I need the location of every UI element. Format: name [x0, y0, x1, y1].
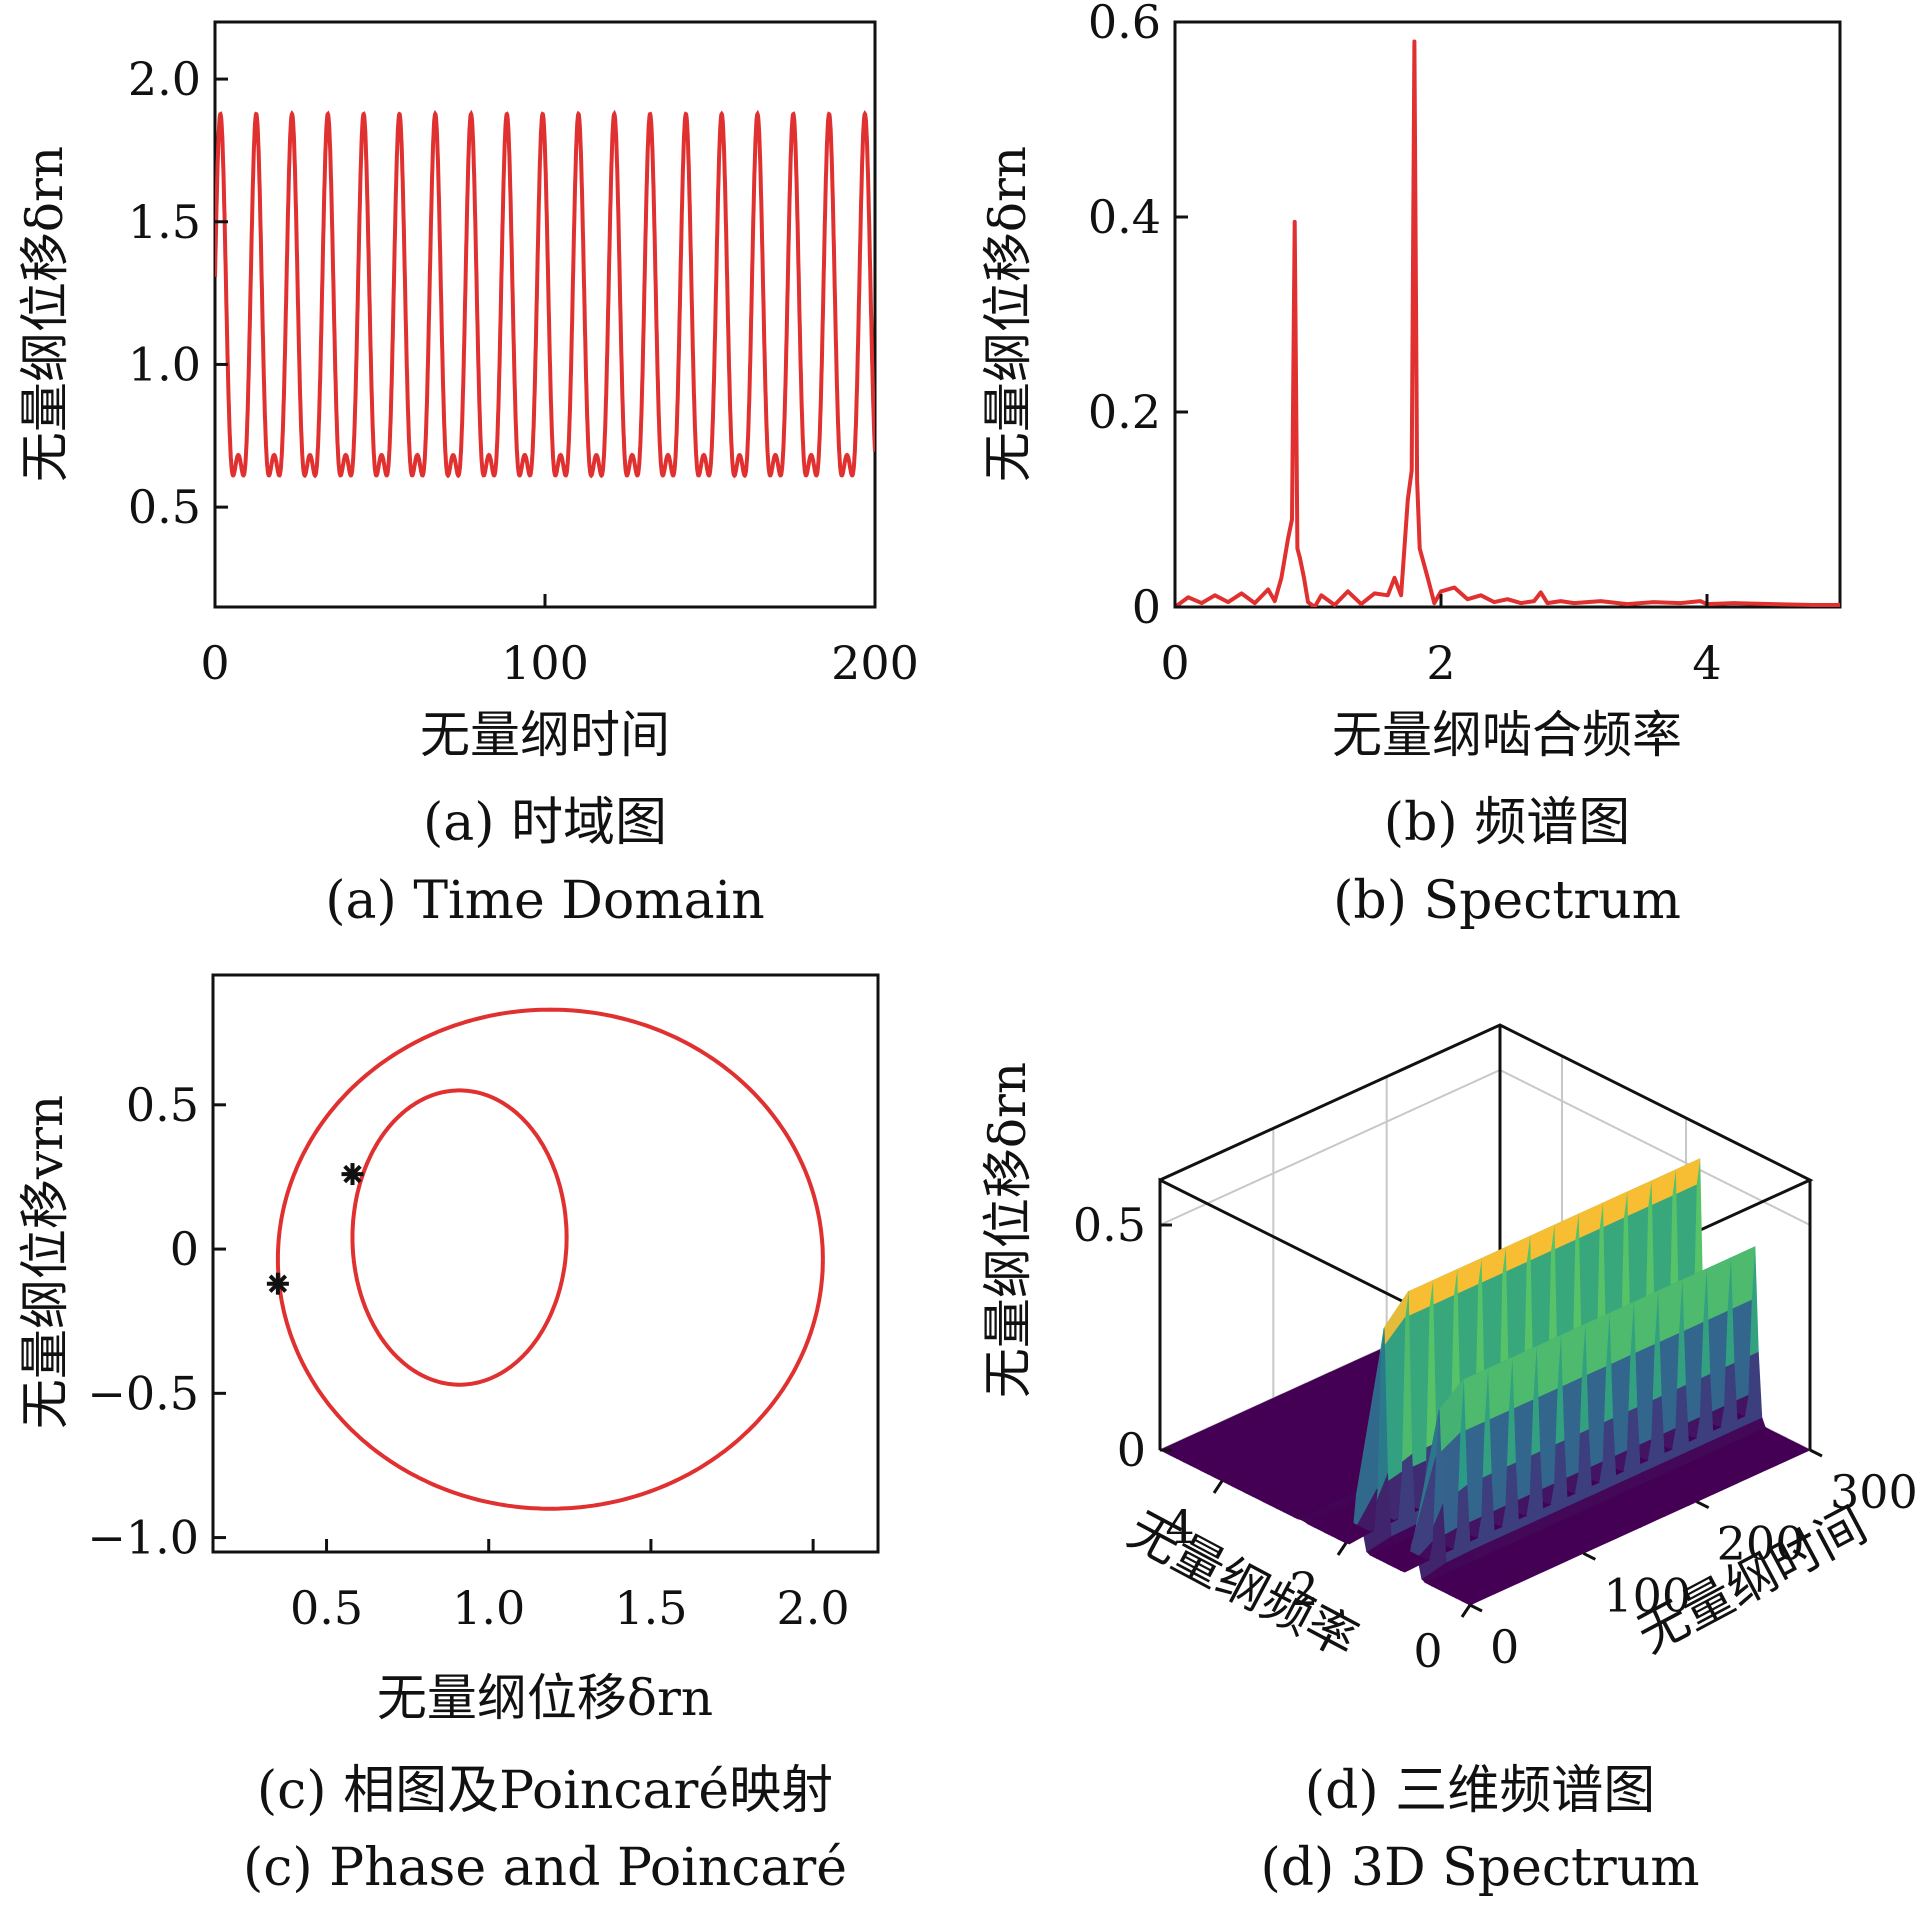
- panel-d-ytick-label: 300: [1830, 1465, 1918, 1519]
- panel-c-ylabel: 无量纲位移vrn: [16, 1095, 74, 1429]
- panel-d-caption-en: (d) 3D Spectrum: [1260, 1838, 1699, 1898]
- panel-a-xtick-label: 0: [200, 636, 229, 690]
- panel-c-xtick-label: 2.0: [777, 1581, 850, 1635]
- panel-d-xtick-mark: [1460, 1604, 1472, 1618]
- panel-b-xtick-label: 2: [1426, 636, 1455, 690]
- panel-a-ylabel: 无量纲位移δrn: [16, 146, 74, 482]
- panel-b-ytick-label: 0: [1132, 580, 1161, 634]
- panel-a-caption-en: (a) Time Domain: [325, 871, 764, 931]
- panel-d-xtick-mark: [1212, 1480, 1224, 1494]
- panel-b-ticks: 0 2 4 0 0.2 0.4 0.6: [1088, 0, 1722, 690]
- panel-c-frame: [211, 973, 880, 1554]
- panel-c-poincare-stroke: [343, 1164, 362, 1184]
- panel-c-poincare-point: [266, 1272, 289, 1295]
- panel-a-ytick-label: 1.0: [128, 337, 201, 391]
- panel-b-ytick-label: 0.6: [1088, 0, 1161, 49]
- panel-c-ytick-label: −0.5: [87, 1366, 199, 1420]
- panel-a-caption-cn: (a) 时域图: [423, 793, 667, 853]
- panel-a-time-domain: 0 100 200 0.5 1.0 1.5 2.0 无量纲时间 无量纲位移δrn (a) 时…: [16, 20, 919, 931]
- panel-d-ytick-label: 100: [1603, 1568, 1691, 1622]
- panel-c-outer-loop: [275, 1007, 825, 1511]
- panel-d-ytick-mark: [1809, 1448, 1823, 1458]
- panel-d-caption-cn: (d) 三维频谱图: [1305, 1761, 1655, 1821]
- panel-a-xlabel: 无量纲时间: [420, 706, 670, 764]
- panel-b-ytick-label: 0.2: [1088, 385, 1161, 439]
- panel-b-ylabel: 无量纲位移δrn: [979, 146, 1037, 482]
- panel-d-xtick-label: 0: [1413, 1624, 1442, 1678]
- panel-d-xtick-mark: [1336, 1542, 1348, 1556]
- panel-c-xlabel: 无量纲位移δrn: [377, 1669, 713, 1727]
- panel-d-zlabel: 无量纲位移δrn: [979, 1062, 1037, 1398]
- panel-b-ytick-label: 0.4: [1088, 190, 1161, 244]
- panel-d-xtick-label: 4: [1165, 1500, 1194, 1554]
- panel-a-xtick-label: 100: [501, 636, 589, 690]
- panel-a-ytick-label: 2.0: [128, 52, 201, 106]
- panel-b-xlabel: 无量纲啮合频率: [1332, 706, 1682, 764]
- panel-c-ytick-label: 0.5: [126, 1078, 199, 1132]
- panel-d-ytick-label: 0: [1490, 1620, 1519, 1674]
- panel-c-ytick-label: 0: [170, 1222, 199, 1276]
- panel-a-series-line: [215, 109, 875, 479]
- panel-a-ytick-label: 0.5: [128, 480, 201, 534]
- panel-d-xtick-label: 2: [1289, 1562, 1318, 1616]
- panel-a-ticks: 0 100 200 0.5 1.0 1.5 2.0: [128, 52, 919, 690]
- panel-b-caption-en: (b) Spectrum: [1333, 871, 1681, 931]
- panel-b-series-line: [1175, 39, 1840, 607]
- panel-c-caption-en: (c) Phase and Poincaré: [243, 1838, 847, 1898]
- panel-d-ytick-mark: [1582, 1551, 1597, 1561]
- panel-d-ytick-mark: [1469, 1603, 1483, 1613]
- panel-a-xtick-label: 200: [831, 636, 919, 690]
- panel-c-xtick-label: 0.5: [290, 1581, 363, 1635]
- panel-d-ztick-label: 0.5: [1073, 1198, 1146, 1252]
- panel-c-ticks: 0.5 1.0 1.5 2.0 −1.0 −0.5 0 0.5: [87, 1078, 849, 1635]
- panel-c-inner-loop: [350, 1088, 569, 1387]
- panel-a-frame: [213, 20, 877, 609]
- panel-c-phase-poincare: 0.5 1.0 1.5 2.0 −1.0 −0.5 0 0.5 无量纲位移δrn 无量纲位移v…: [16, 973, 880, 1898]
- panel-d-ytick-mark: [1695, 1500, 1710, 1510]
- panel-c-poincare-points: [266, 1163, 364, 1295]
- panel-a-ytick-label: 1.5: [128, 195, 201, 249]
- panel-b-caption-cn: (b) 频谱图: [1384, 793, 1630, 853]
- panel-c-caption-cn: (c) 相图及Poincaré映射: [257, 1761, 833, 1821]
- panel-c-ytick-label: −1.0: [87, 1511, 199, 1565]
- panel-b-spectrum: 0 2 4 0 0.2 0.4 0.6 无量纲啮合频率 无量纲位移δrn (b) 频谱图 (…: [979, 0, 1842, 931]
- panel-d-ztick-label: 0: [1117, 1423, 1146, 1477]
- panel-c-poincare-point: [341, 1163, 364, 1186]
- panel-c-poincare-stroke: [268, 1274, 288, 1293]
- panel-b-frame: [1173, 20, 1842, 609]
- panel-d-ytick-label: 200: [1717, 1517, 1805, 1571]
- panel-b-xtick-label: 4: [1692, 636, 1721, 690]
- panel-d-surface: [1159, 1158, 1811, 1606]
- panel-c-xtick-label: 1.5: [614, 1581, 687, 1635]
- panel-d-grid-line: [1159, 1068, 1811, 1226]
- panel-c-xtick-label: 1.0: [452, 1581, 525, 1635]
- panel-b-xtick-label: 0: [1160, 636, 1189, 690]
